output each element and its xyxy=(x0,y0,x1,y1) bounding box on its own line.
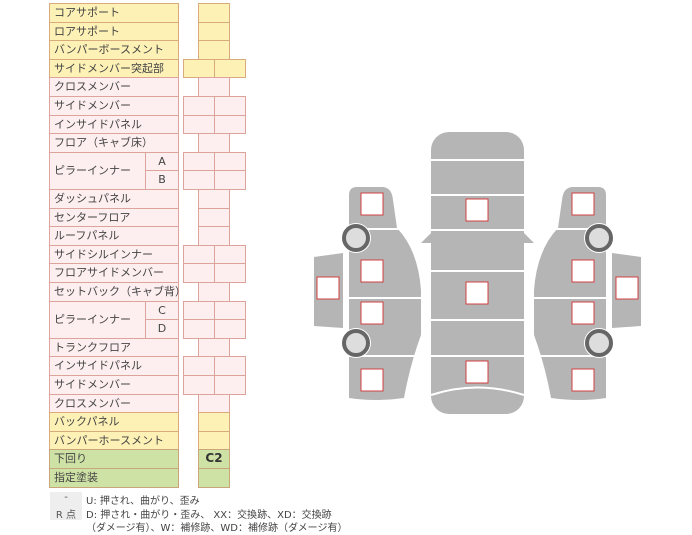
damage-marker-box xyxy=(571,301,595,325)
row-label: フロアサイドメンバー xyxy=(49,263,179,283)
row-label: バックパネル xyxy=(49,412,179,432)
legend-text-u: U: 押され、曲がり、歪み xyxy=(86,496,200,507)
wheel-icon xyxy=(585,224,613,252)
grade-cell: C2 xyxy=(198,449,230,469)
grade-cell-right xyxy=(214,319,246,339)
damage-marker-box xyxy=(360,368,384,392)
damage-marker-box xyxy=(465,198,489,222)
legend-key-dash: - xyxy=(50,492,82,506)
wheel-icon xyxy=(342,224,370,252)
legend-key-r: R 点 xyxy=(50,506,82,521)
row-label: サイドシルインナー xyxy=(49,244,179,265)
damage-marker-box xyxy=(360,192,384,216)
center-body xyxy=(431,132,524,414)
grade-cell-right xyxy=(214,170,246,190)
damage-marker-box xyxy=(571,192,595,216)
damage-marker-box xyxy=(360,301,384,325)
row-label: クロスメンバー xyxy=(49,77,179,97)
row-sublabel: C xyxy=(145,300,179,321)
damage-marker-box xyxy=(571,259,595,283)
damage-marker-box xyxy=(465,281,489,305)
legend-text-d: D: 押され・曲がり・歪み、 XX：交換跡、XD：交換跡 xyxy=(86,510,332,521)
legend-text-w: （ダメージ有）、W：補修跡、WD：補修跡（ダメージ有） xyxy=(86,523,348,534)
wheel-icon xyxy=(342,329,370,357)
damage-marker-box xyxy=(316,276,340,300)
wheel-icon xyxy=(585,329,613,357)
grade-cell xyxy=(198,468,230,488)
grade-cell-right xyxy=(214,375,246,395)
damage-marker-box xyxy=(465,360,489,384)
row-label: バンパーボースメント xyxy=(49,40,179,60)
damage-marker-box xyxy=(360,259,384,283)
side-body xyxy=(534,187,606,400)
row-label: サイドメンバー xyxy=(49,96,179,116)
row-label: ピラーインナー xyxy=(49,300,146,339)
row-label: インサイドパネル xyxy=(49,114,179,135)
center-divider xyxy=(430,386,525,396)
side-body xyxy=(349,187,421,400)
row-label: ピラーインナー xyxy=(49,151,146,190)
row-sublabel: A xyxy=(145,151,179,172)
row-label: サイドメンバー突起部 xyxy=(49,58,179,79)
damage-marker-box xyxy=(571,368,595,392)
row-label: フロア（キャブ床） xyxy=(49,133,179,153)
row-label: センターフロア xyxy=(49,207,179,228)
row-label: クロスメンバー xyxy=(49,393,179,414)
row-label: 指定塗装 xyxy=(49,468,179,488)
damage-marker-box xyxy=(615,276,639,300)
grade-cell-right xyxy=(214,263,246,283)
grade-cell-right xyxy=(214,114,246,135)
row-label: バンパーホースメント xyxy=(49,430,179,451)
grade-cell-right xyxy=(214,58,246,79)
